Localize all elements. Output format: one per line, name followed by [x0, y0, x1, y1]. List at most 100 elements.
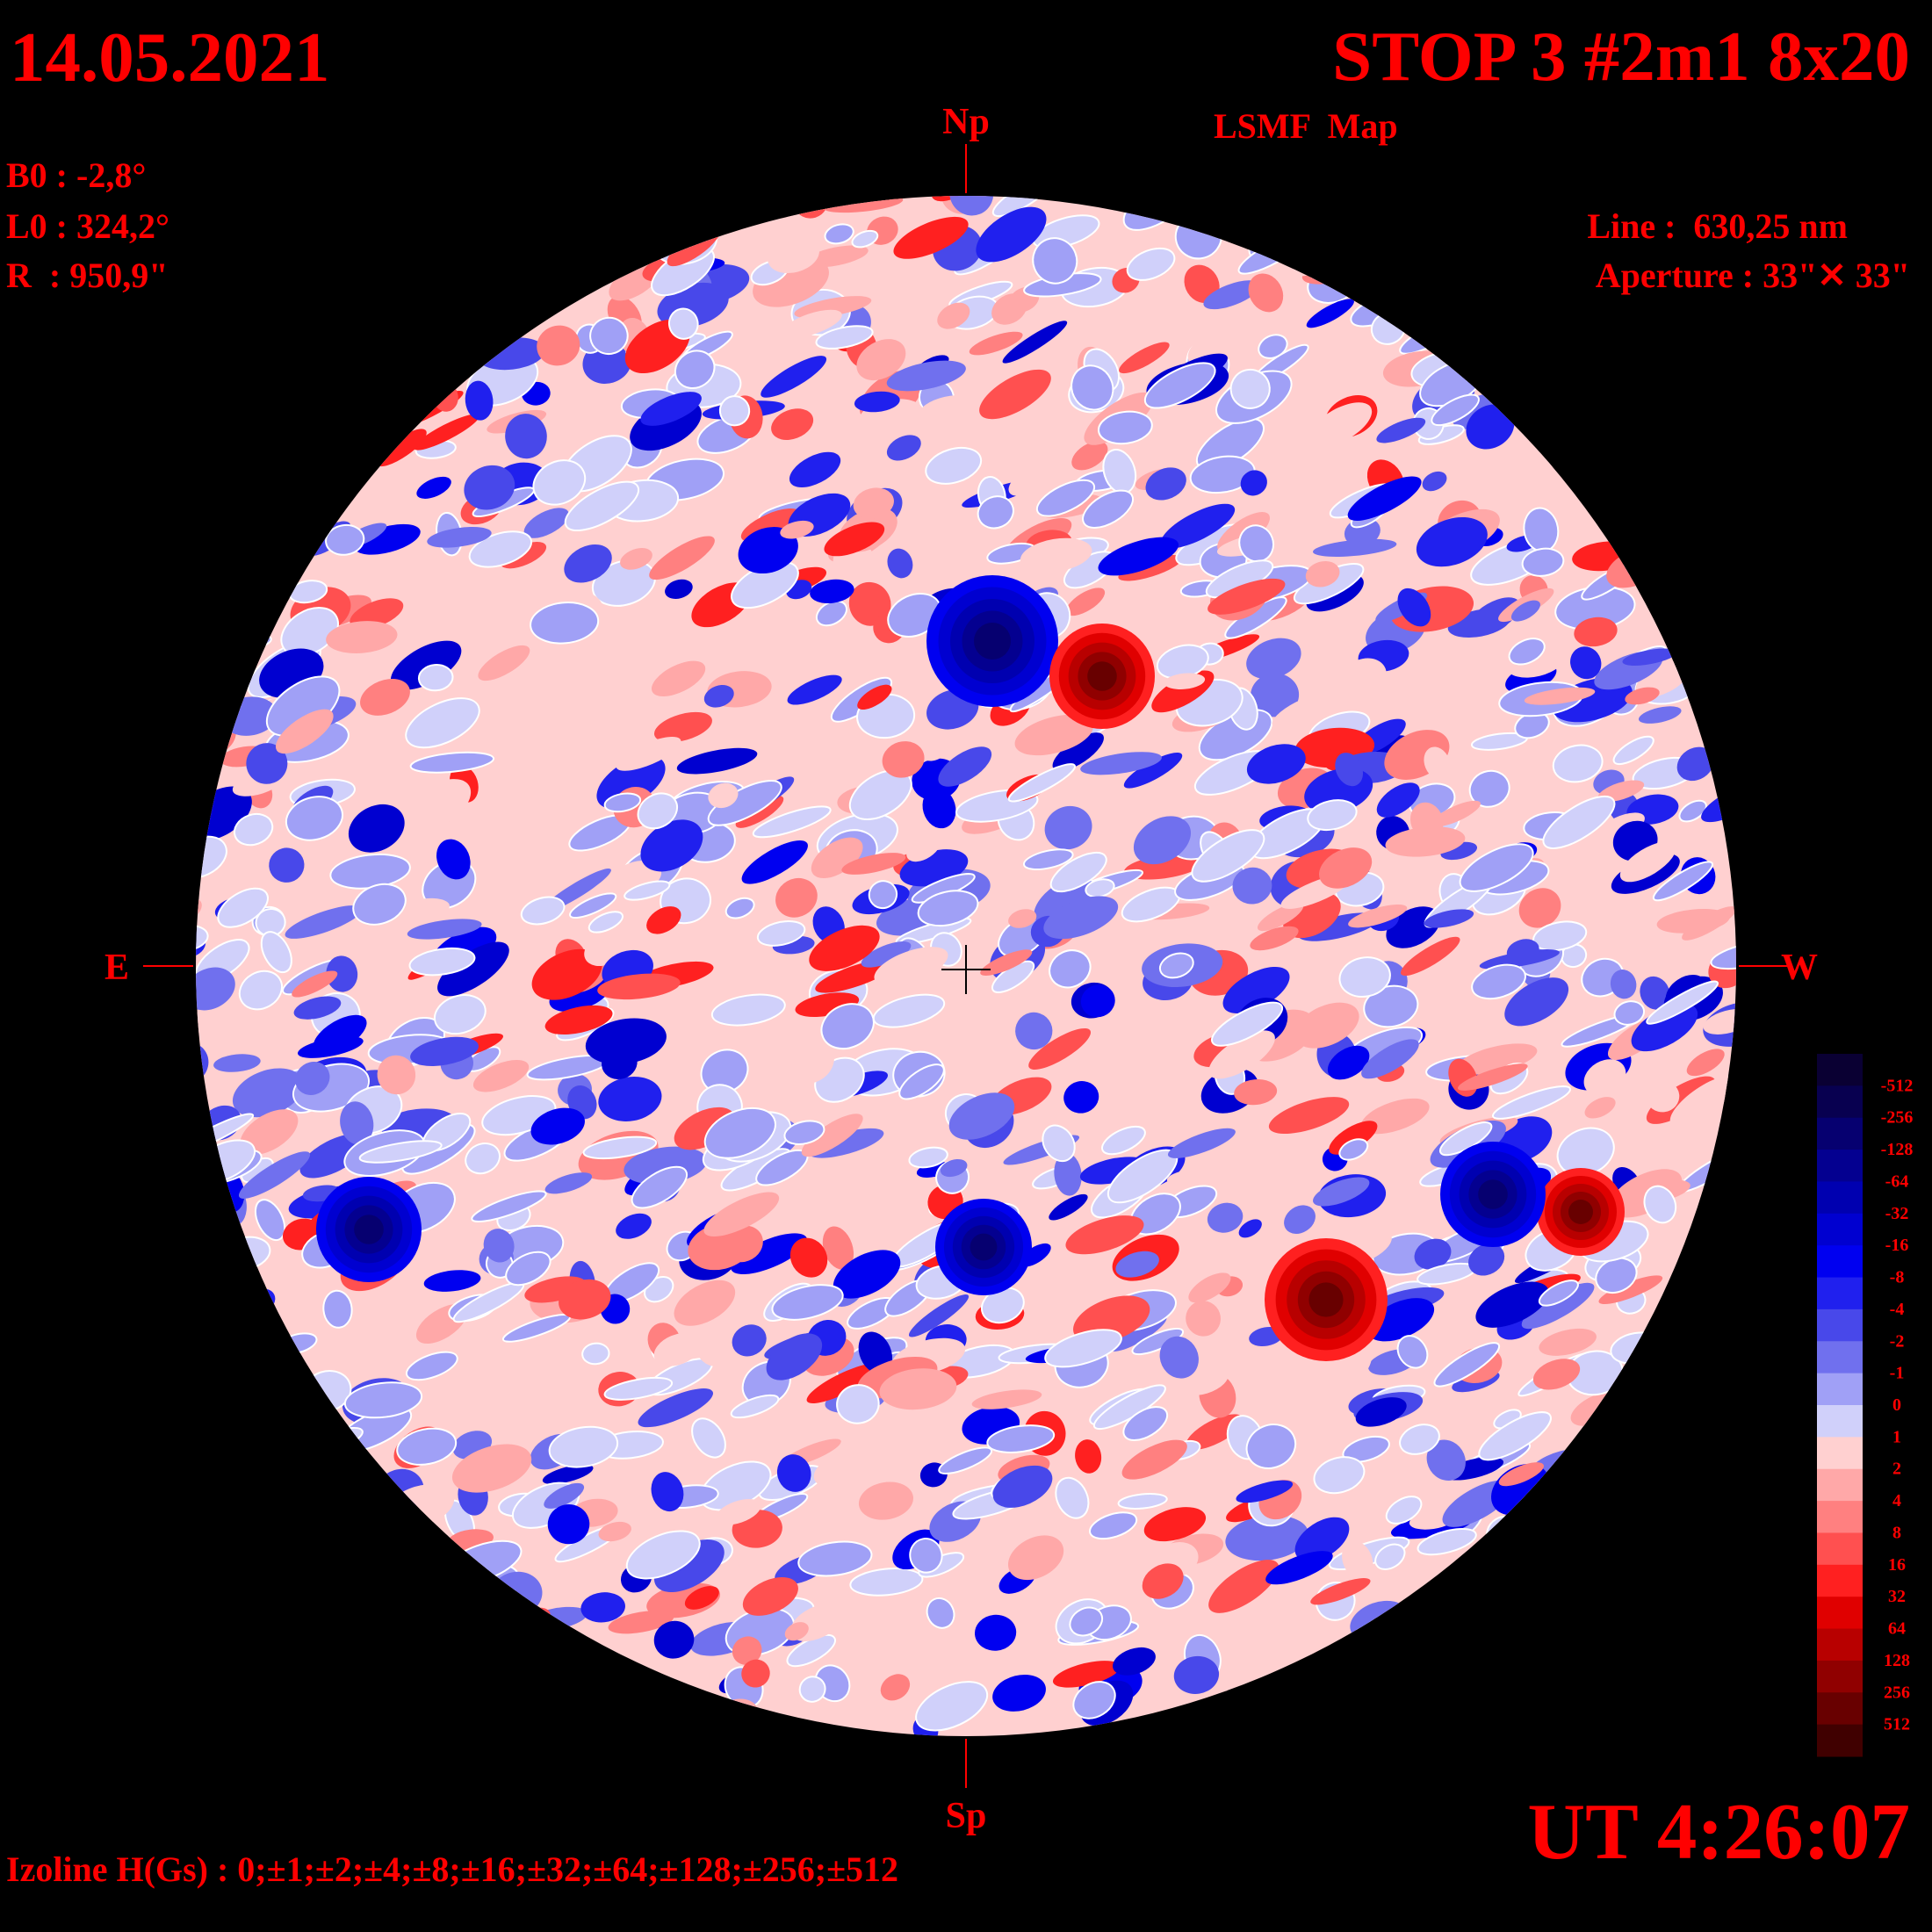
field-blob — [992, 1465, 1053, 1508]
field-blob — [948, 1092, 1015, 1140]
field-blob — [1131, 1327, 1185, 1356]
colorbar-band — [1817, 1308, 1863, 1342]
field-blob — [472, 1059, 530, 1092]
field-blob — [1355, 1397, 1407, 1427]
field-blob — [732, 1324, 767, 1357]
field-blob — [1184, 264, 1220, 303]
field-blob — [213, 1054, 261, 1072]
field-blob — [1360, 1098, 1430, 1135]
field-blob — [293, 996, 342, 1020]
field-blob — [858, 1481, 913, 1520]
field-blob — [1327, 1045, 1370, 1080]
colorbar-band — [1817, 1405, 1863, 1438]
field-blob — [789, 451, 841, 487]
field-blob — [708, 782, 739, 809]
field-blob — [836, 1384, 880, 1424]
field-blob — [886, 435, 921, 461]
field-blob — [1007, 1535, 1064, 1581]
colorbar-label: -32 — [1885, 1204, 1909, 1223]
field-blob — [1043, 896, 1119, 940]
field-blob — [246, 743, 288, 784]
field-blob — [857, 684, 892, 710]
field-blob — [876, 1438, 926, 1474]
field-blob — [1123, 753, 1183, 789]
field-blob — [1506, 939, 1539, 963]
colorbar-band — [1817, 1245, 1863, 1279]
field-blob — [1222, 966, 1290, 1013]
field-blob — [640, 819, 703, 872]
field-blob — [1166, 1168, 1218, 1186]
colorbar-label: 0 — [1892, 1395, 1901, 1415]
field-blob — [616, 1213, 652, 1239]
field-blob — [1208, 1030, 1275, 1079]
field-blob — [1376, 417, 1426, 443]
field-blob — [1431, 800, 1481, 827]
field-blob — [1347, 476, 1422, 521]
colorbar: -512 -256 -128 -64 -32 -16 -8 -4 -2 -1 0 1 2 4 8 16 32 64… — [1817, 1054, 1913, 1757]
field-blob — [1049, 949, 1092, 989]
field-blob — [1072, 1681, 1116, 1719]
field-blob — [1613, 1000, 1646, 1026]
field-blob — [1049, 851, 1107, 893]
field-blob — [1306, 299, 1354, 328]
field-blob — [483, 1229, 515, 1263]
field-blob — [1143, 362, 1216, 409]
field-blob — [326, 955, 358, 992]
field-blob — [674, 1280, 736, 1326]
colorbar-band — [1817, 1181, 1863, 1215]
field-blob — [1678, 799, 1707, 823]
field-blob — [768, 236, 819, 274]
field-blob — [1055, 1476, 1090, 1519]
colorbar-label: 8 — [1892, 1523, 1901, 1542]
field-blob — [646, 906, 681, 934]
field-blob — [1338, 1138, 1369, 1161]
field-blob — [741, 840, 808, 884]
field-blob — [1313, 1456, 1366, 1495]
field-blob — [1431, 393, 1480, 427]
colorbar-label: 4 — [1892, 1491, 1901, 1510]
field-blob — [786, 1039, 834, 1084]
field-blob — [1510, 600, 1540, 622]
field-blob — [887, 1629, 913, 1645]
field-spot — [1308, 1282, 1344, 1317]
field-blob — [1598, 1275, 1663, 1305]
field-blob — [1042, 1124, 1076, 1163]
field-blob — [874, 947, 948, 986]
field-blob — [399, 898, 450, 920]
field-blob — [1022, 848, 1074, 871]
field-blob — [238, 1151, 311, 1199]
colorbar-label: -64 — [1885, 1171, 1909, 1191]
field-blob — [824, 522, 885, 557]
field-blob — [232, 1068, 304, 1118]
field-blob — [1121, 1439, 1187, 1480]
east: E — [105, 948, 129, 988]
field-blob — [1374, 1543, 1406, 1570]
field-blob — [1080, 984, 1115, 1018]
field-blob — [348, 804, 405, 853]
field-blob — [1257, 903, 1304, 932]
field-blob — [603, 1376, 674, 1401]
field-blob — [436, 839, 471, 880]
field-blob — [1167, 1128, 1236, 1158]
field-blob — [703, 1107, 776, 1159]
field-blob — [1189, 455, 1256, 494]
field-blob — [471, 1190, 547, 1222]
field-blob — [1610, 970, 1637, 999]
field-blob — [1416, 516, 1488, 567]
field-blob — [908, 1294, 970, 1337]
field-blob — [1583, 1059, 1626, 1096]
field-blob — [1652, 861, 1714, 902]
field-blob — [416, 476, 451, 499]
field-blob — [1272, 694, 1328, 728]
field-blob — [544, 1482, 585, 1509]
field-blob — [1044, 805, 1092, 850]
field-blob — [1458, 1063, 1528, 1091]
field-blob — [1142, 1563, 1184, 1599]
field-blob — [1310, 1578, 1371, 1605]
field-blob — [653, 1332, 702, 1366]
field-blob — [547, 1504, 590, 1545]
field-blob — [1335, 753, 1364, 787]
field-blob — [1468, 1244, 1505, 1276]
field-blob — [937, 302, 970, 329]
field-blob — [1208, 578, 1286, 615]
